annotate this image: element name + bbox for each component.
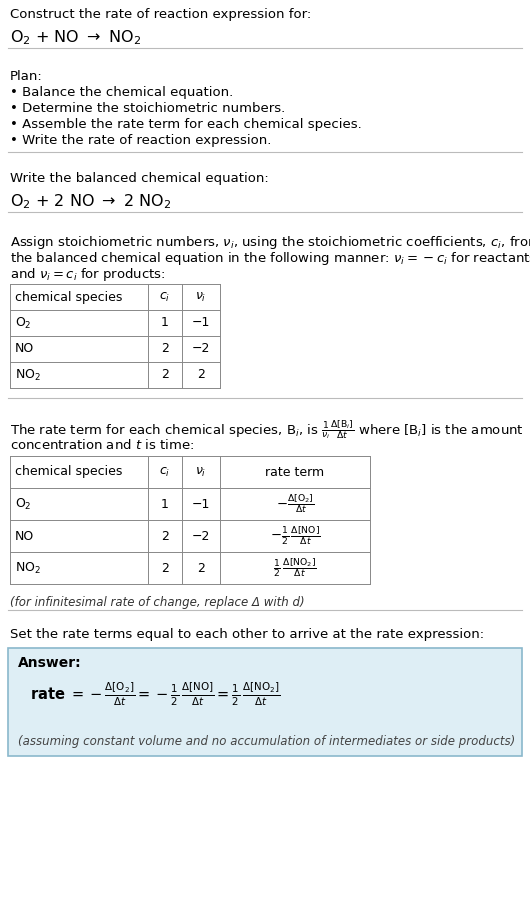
FancyBboxPatch shape (8, 648, 522, 756)
Text: • Balance the chemical equation.: • Balance the chemical equation. (10, 86, 233, 99)
Text: $c_i$: $c_i$ (160, 290, 171, 304)
Text: $c_i$: $c_i$ (160, 465, 171, 479)
Text: • Assemble the rate term for each chemical species.: • Assemble the rate term for each chemic… (10, 118, 362, 131)
Text: $\frac{1}{2}\,\frac{\Delta[\mathrm{NO_2}]}{\Delta t}$: $\frac{1}{2}\,\frac{\Delta[\mathrm{NO_2}… (273, 557, 317, 580)
Text: 2: 2 (161, 342, 169, 356)
Text: 2: 2 (197, 561, 205, 574)
Text: • Write the rate of reaction expression.: • Write the rate of reaction expression. (10, 134, 271, 147)
Text: 2: 2 (197, 369, 205, 381)
Text: 2: 2 (161, 561, 169, 574)
Text: chemical species: chemical species (15, 290, 122, 304)
Text: rate term: rate term (266, 466, 324, 479)
Text: the balanced chemical equation in the following manner: $\nu_i = -c_i$ for react: the balanced chemical equation in the fo… (10, 250, 530, 267)
Text: Write the balanced chemical equation:: Write the balanced chemical equation: (10, 172, 269, 185)
Text: Construct the rate of reaction expression for:: Construct the rate of reaction expressio… (10, 8, 311, 21)
Text: chemical species: chemical species (15, 466, 122, 479)
Text: O$_2$ + NO $\rightarrow$ NO$_2$: O$_2$ + NO $\rightarrow$ NO$_2$ (10, 28, 141, 46)
Text: $-\frac{1}{2}\,\frac{\Delta[\mathrm{NO}]}{\Delta t}$: $-\frac{1}{2}\,\frac{\Delta[\mathrm{NO}]… (270, 525, 320, 547)
Text: −2: −2 (192, 530, 210, 542)
Text: (for infinitesimal rate of change, replace Δ with d): (for infinitesimal rate of change, repla… (10, 596, 305, 609)
Text: Set the rate terms equal to each other to arrive at the rate expression:: Set the rate terms equal to each other t… (10, 628, 484, 641)
Text: NO$_2$: NO$_2$ (15, 561, 41, 575)
Text: Plan:: Plan: (10, 70, 43, 83)
Text: NO: NO (15, 530, 34, 542)
Text: O$_2$ + 2 NO $\rightarrow$ 2 NO$_2$: O$_2$ + 2 NO $\rightarrow$ 2 NO$_2$ (10, 192, 172, 211)
Text: $-\frac{\Delta[\mathrm{O_2}]}{\Delta t}$: $-\frac{\Delta[\mathrm{O_2}]}{\Delta t}$ (276, 492, 314, 515)
Text: 1: 1 (161, 498, 169, 511)
Text: −2: −2 (192, 342, 210, 356)
Text: and $\nu_i = c_i$ for products:: and $\nu_i = c_i$ for products: (10, 266, 165, 283)
Text: −1: −1 (192, 498, 210, 511)
Text: Assign stoichiometric numbers, $\nu_i$, using the stoichiometric coefficients, $: Assign stoichiometric numbers, $\nu_i$, … (10, 234, 530, 251)
Text: 2: 2 (161, 369, 169, 381)
Text: NO: NO (15, 342, 34, 356)
Text: $\nu_i$: $\nu_i$ (196, 290, 207, 304)
Text: −1: −1 (192, 317, 210, 329)
Text: O$_2$: O$_2$ (15, 316, 32, 330)
Text: O$_2$: O$_2$ (15, 497, 32, 511)
Text: 1: 1 (161, 317, 169, 329)
Text: rate $= -\frac{\Delta[\mathrm{O_2}]}{\Delta t} = -\frac{1}{2}\,\frac{\Delta[\mat: rate $= -\frac{\Delta[\mathrm{O_2}]}{\De… (30, 681, 280, 708)
Text: 2: 2 (161, 530, 169, 542)
Text: Answer:: Answer: (18, 656, 82, 670)
Text: concentration and $t$ is time:: concentration and $t$ is time: (10, 438, 194, 452)
Text: • Determine the stoichiometric numbers.: • Determine the stoichiometric numbers. (10, 102, 285, 115)
Text: NO$_2$: NO$_2$ (15, 368, 41, 382)
Text: The rate term for each chemical species, B$_i$, is $\frac{1}{\nu_i}\frac{\Delta[: The rate term for each chemical species,… (10, 418, 524, 441)
Text: (assuming constant volume and no accumulation of intermediates or side products): (assuming constant volume and no accumul… (18, 735, 515, 748)
Text: $\nu_i$: $\nu_i$ (196, 465, 207, 479)
